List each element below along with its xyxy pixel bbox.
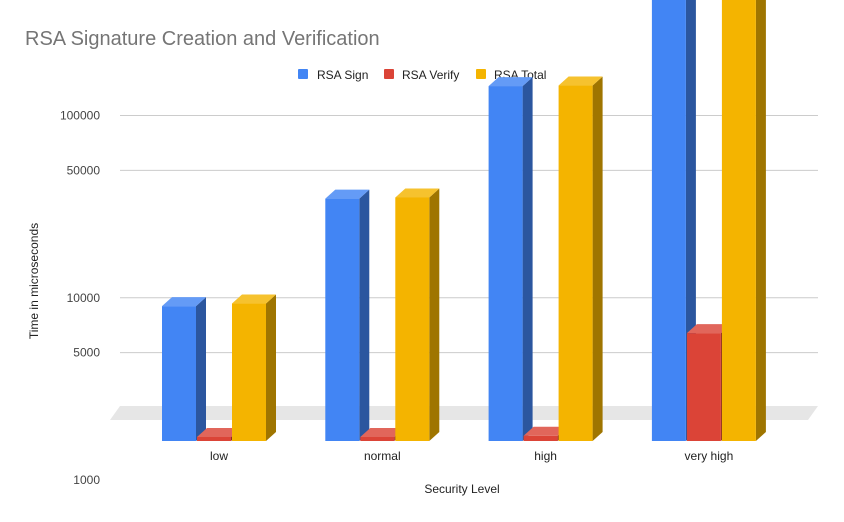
bar-front <box>395 197 430 441</box>
bar-front <box>523 435 558 441</box>
x-tick-label: high <box>534 449 557 463</box>
bar[interactable] <box>721 0 766 442</box>
bar-top <box>558 76 603 86</box>
bar-side <box>755 0 766 441</box>
bar-front <box>325 198 360 441</box>
bar[interactable] <box>651 0 696 442</box>
bar[interactable] <box>395 188 440 441</box>
bar-top <box>197 428 241 437</box>
x-tick-label: very high <box>685 449 734 463</box>
bar-front <box>488 86 523 441</box>
bar[interactable] <box>488 77 533 441</box>
bar-side <box>266 294 276 441</box>
bar-front <box>686 333 721 441</box>
y-tick-label: 5000 <box>73 346 100 360</box>
bar-front <box>232 303 266 441</box>
bar-top <box>523 426 568 436</box>
bar-front <box>197 437 231 441</box>
legend-swatch <box>476 69 486 79</box>
y-axis-ticks: 500100050001000050000100000500000 <box>60 109 101 488</box>
y-tick-label: 100000 <box>60 109 100 123</box>
legend: RSA Sign RSA Verify RSA Total <box>298 68 546 82</box>
bar-top <box>162 297 206 307</box>
x-axis-ticks: low normal high very high <box>210 449 733 463</box>
y-tick-label: 50000 <box>67 163 101 177</box>
legend-label: RSA Sign <box>317 68 368 82</box>
bar-top <box>360 428 405 437</box>
y-tick-label: 10000 <box>67 291 101 305</box>
bars <box>162 0 766 442</box>
x-tick-label: normal <box>364 449 401 463</box>
bar[interactable] <box>558 76 603 441</box>
bar-front <box>360 437 395 441</box>
gridlines <box>120 115 818 354</box>
legend-item[interactable]: RSA Sign <box>298 68 368 82</box>
legend-swatch <box>384 69 394 79</box>
chart-title: RSA Signature Creation and Verification <box>25 28 380 50</box>
bar[interactable] <box>162 297 206 441</box>
legend-label: RSA Verify <box>402 68 459 82</box>
bar-front <box>651 0 686 442</box>
bar-top <box>325 189 370 199</box>
y-axis-title: Time in microseconds <box>27 223 41 339</box>
bar-front <box>558 85 593 441</box>
bar-top <box>686 324 731 334</box>
bar-side <box>359 189 370 441</box>
bar[interactable] <box>325 189 370 441</box>
bar-side <box>429 188 440 441</box>
bar-top <box>395 188 440 198</box>
legend-swatch <box>298 69 308 79</box>
bar-side <box>522 77 533 441</box>
bar-front <box>162 306 196 441</box>
bar-side <box>592 76 603 441</box>
bar-side <box>196 297 206 441</box>
x-tick-label: low <box>210 449 228 463</box>
bar[interactable] <box>232 294 276 441</box>
bar-top <box>232 294 276 304</box>
bar-front <box>721 0 756 442</box>
y-tick-label: 1000 <box>73 473 100 487</box>
floor-plane <box>110 406 818 420</box>
legend-item[interactable]: RSA Verify <box>384 68 459 82</box>
bar-top <box>488 77 533 87</box>
x-axis-title: Security Level <box>424 482 499 496</box>
